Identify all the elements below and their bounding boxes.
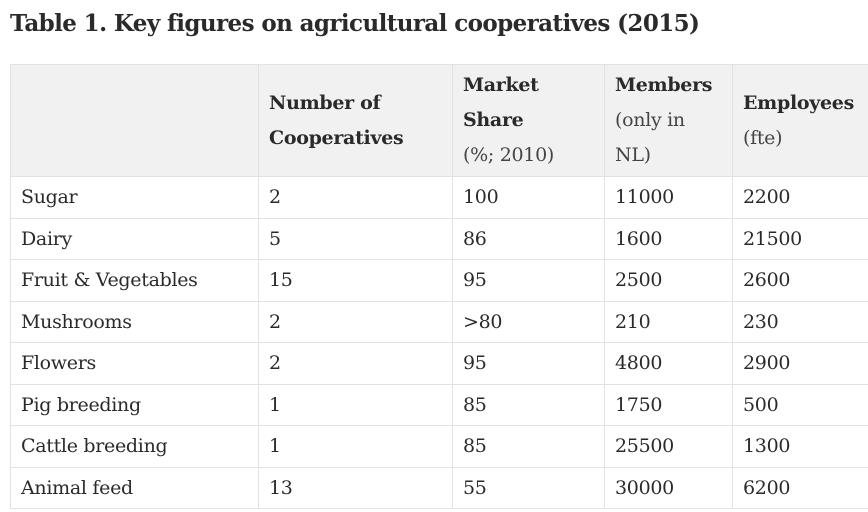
cell-market-share: 100	[452, 176, 605, 218]
header-employees: Employees (fte)	[732, 64, 868, 177]
cell-number-of-cooperatives: 2	[258, 300, 453, 343]
cell-category: Pig breeding	[10, 383, 259, 426]
table-row: Mushrooms 2 >80 210 230	[10, 300, 868, 343]
cell-employees: 500	[732, 383, 868, 426]
cell-market-share: 85	[452, 383, 605, 426]
header-number-of-cooperatives: Number of Cooperatives	[258, 64, 453, 177]
header-category	[10, 64, 259, 177]
cell-members: 25500	[604, 425, 733, 467]
table-row: Fruit & Vegetables 15 95 2500 2600	[10, 259, 868, 301]
cell-market-share: 86	[452, 217, 605, 260]
cell-number-of-cooperatives: 5	[258, 217, 453, 260]
cell-employees: 1300	[732, 425, 868, 467]
cell-market-share: 85	[452, 425, 605, 467]
table-row: Pig breeding 1 85 1750 500	[10, 383, 868, 426]
cell-market-share: >80	[452, 300, 605, 343]
table-row: Cattle breeding 1 85 25500 1300	[10, 425, 868, 467]
cell-members: 4800	[604, 342, 733, 384]
header-market-share: Market Share (%; 2010)	[452, 64, 605, 177]
table-row: Sugar 2 100 11000 2200	[10, 176, 868, 218]
cell-category: Fruit & Vegetables	[10, 259, 259, 301]
cell-members: 1750	[604, 383, 733, 426]
cell-number-of-cooperatives: 15	[258, 259, 453, 301]
table-header-row: Number of Cooperatives Market Share (%; …	[10, 64, 868, 177]
cell-category: Cattle breeding	[10, 425, 259, 467]
cell-employees: 2600	[732, 259, 868, 301]
cooperatives-table: Number of Cooperatives Market Share (%; …	[10, 64, 868, 509]
cell-number-of-cooperatives: 13	[258, 466, 453, 509]
cell-employees: 230	[732, 300, 868, 343]
cell-employees: 6200	[732, 466, 868, 509]
cell-market-share: 55	[452, 466, 605, 509]
cell-number-of-cooperatives: 2	[258, 342, 453, 384]
cell-category: Mushrooms	[10, 300, 259, 343]
cell-category: Flowers	[10, 342, 259, 384]
cell-category: Dairy	[10, 217, 259, 260]
cell-members: 1600	[604, 217, 733, 260]
cell-employees: 2900	[732, 342, 868, 384]
cell-members: 210	[604, 300, 733, 343]
cell-category: Animal feed	[10, 466, 259, 509]
table-row: Animal feed 13 55 30000 6200	[10, 466, 868, 509]
cell-market-share: 95	[452, 259, 605, 301]
cell-category: Sugar	[10, 176, 259, 218]
cell-members: 11000	[604, 176, 733, 218]
cell-market-share: 95	[452, 342, 605, 384]
table-row: Flowers 2 95 4800 2900	[10, 342, 868, 384]
cell-employees: 21500	[732, 217, 868, 260]
cell-members: 2500	[604, 259, 733, 301]
header-members: Members (only in NL)	[604, 64, 733, 177]
table-row: Dairy 5 86 1600 21500	[10, 217, 868, 260]
page-title: Table 1. Key figures on agricultural coo…	[10, 10, 700, 37]
cell-number-of-cooperatives: 1	[258, 383, 453, 426]
cell-number-of-cooperatives: 2	[258, 176, 453, 218]
cell-number-of-cooperatives: 1	[258, 425, 453, 467]
cell-employees: 2200	[732, 176, 868, 218]
cell-members: 30000	[604, 466, 733, 509]
